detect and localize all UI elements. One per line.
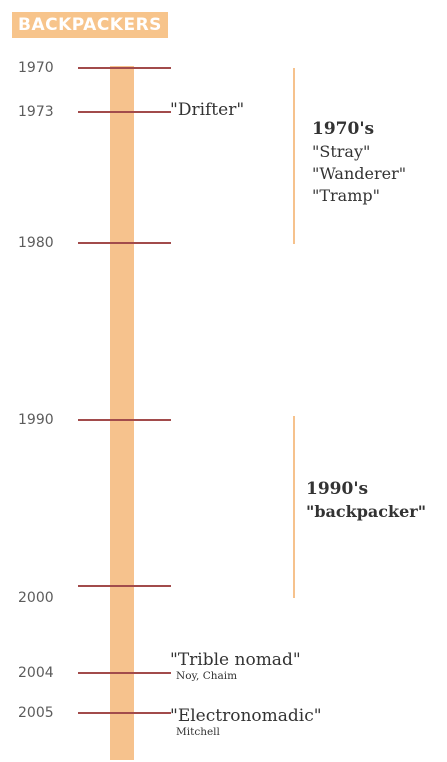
year-label-1973: 1973 — [18, 104, 54, 120]
era-heading: 1990's — [306, 479, 369, 499]
event-drifter: "Drifter" — [170, 100, 244, 120]
tick-2004 — [78, 672, 171, 674]
event-trible-nomad: "Trible nomad" Noy, Chaim — [170, 650, 301, 683]
year-label-1980: 1980 — [18, 235, 54, 251]
era-heading: 1970's — [312, 119, 375, 139]
year-label-1990: 1990 — [18, 412, 54, 428]
era-term: "Tramp" — [312, 186, 380, 205]
era-term: "Stray" — [312, 142, 371, 161]
diagram-title: BACKPACKERS — [12, 12, 168, 38]
event-name: "Trible nomad" — [170, 650, 301, 670]
era-bracket-1970s — [293, 68, 295, 244]
era-bracket-1990s — [293, 416, 295, 598]
year-label-1970: 1970 — [18, 60, 54, 76]
event-name: "Drifter" — [170, 100, 245, 120]
tick-2000 — [78, 585, 171, 587]
year-label-2005: 2005 — [18, 705, 54, 721]
tick-1990 — [78, 419, 171, 421]
era-term: "backpacker" — [306, 502, 427, 521]
era-term: "Wanderer" — [312, 164, 407, 183]
tick-1973 — [78, 111, 171, 113]
tick-1970 — [78, 67, 171, 69]
timeline-axis-bar — [110, 66, 134, 760]
event-author: Mitchell — [176, 726, 220, 738]
event-name: "Electronomadic" — [170, 706, 322, 726]
event-electronomadic: "Electronomadic" Mitchell — [170, 706, 322, 739]
year-label-2004: 2004 — [18, 665, 54, 681]
tick-2005 — [78, 712, 171, 714]
tick-1980 — [78, 242, 171, 244]
era-1970s: 1970's "Stray" "Wanderer" "Tramp" — [312, 118, 406, 207]
year-label-2000: 2000 — [18, 590, 54, 606]
era-1990s: 1990's "backpacker" — [306, 478, 426, 523]
event-author: Noy, Chaim — [176, 670, 238, 682]
